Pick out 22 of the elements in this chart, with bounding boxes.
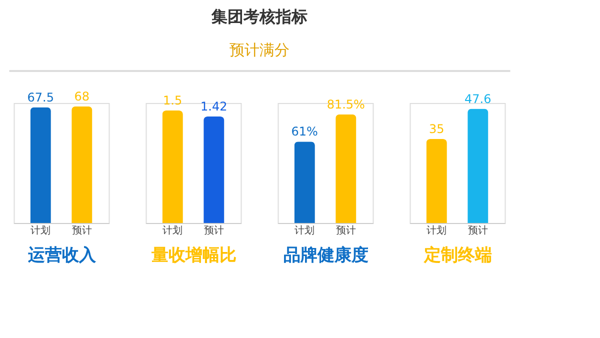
data-label: 61% <box>291 124 318 139</box>
x-axis-title: 品牌健康度 <box>283 246 368 266</box>
data-label: 47.6 <box>464 92 492 106</box>
x-tick-label: 计划 <box>294 224 315 236</box>
data-label: 1.5 <box>163 94 182 108</box>
x-axis-title: 量收增幅比 <box>150 246 236 266</box>
text: 集团考核指标 <box>210 6 308 26</box>
data-label: 67.5 <box>27 90 54 104</box>
x-tick-label: 计划 <box>426 224 447 236</box>
x-tick-label: 预计 <box>468 224 488 236</box>
x-tick-label: 计划 <box>162 224 183 236</box>
x-axis-title: 运营收入 <box>26 246 97 266</box>
x-axis-title: 定制终端 <box>422 246 492 266</box>
x-tick-label: 预计 <box>336 224 356 236</box>
x-tick-label: 计划 <box>30 224 51 236</box>
data-label: 81.5% <box>326 97 365 112</box>
text: 预计满分 <box>229 40 290 59</box>
data-label: 35 <box>428 122 444 136</box>
x-tick-label: 预计 <box>204 224 224 236</box>
x-tick-label: 预计 <box>72 224 92 236</box>
data-label: 1.42 <box>200 100 228 114</box>
data-label: 68 <box>74 89 90 104</box>
